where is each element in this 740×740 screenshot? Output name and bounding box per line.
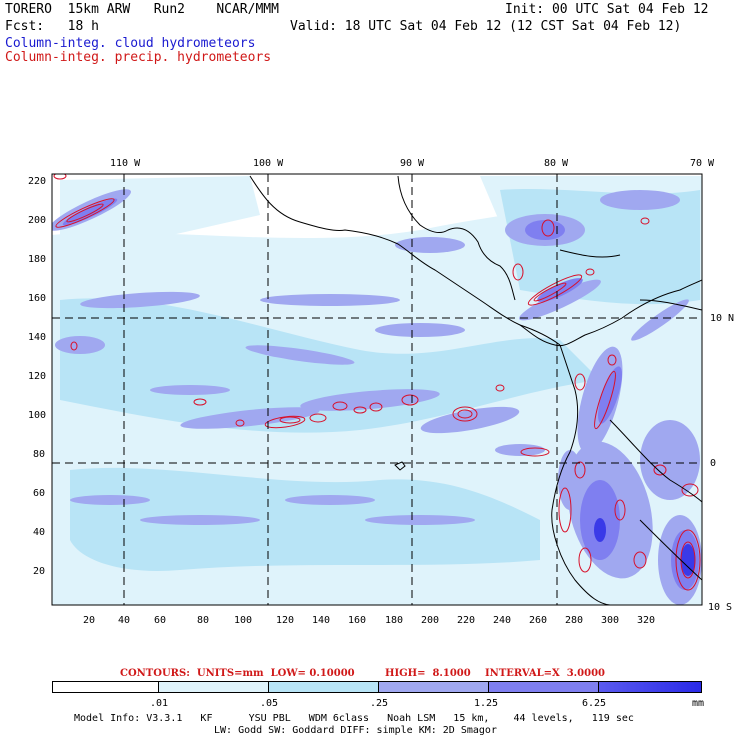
- lat-label-10s: 10 S: [708, 602, 733, 613]
- y-tick: 40: [33, 527, 46, 538]
- x-tick: 220: [457, 615, 476, 626]
- colorbar-swatch: [379, 682, 489, 692]
- lat-label-10n: 10 N: [710, 313, 735, 324]
- lon-label-80w: 80 W: [544, 158, 569, 169]
- shade-medium-band: [60, 298, 600, 433]
- y-tick: 20: [33, 566, 46, 577]
- model-title: TORERO 15km ARW Run2 NCAR/MMM: [5, 2, 279, 17]
- x-tick: 240: [493, 615, 512, 626]
- shade-deep-spots: [594, 518, 695, 576]
- hydrometeor-field: [52, 174, 702, 605]
- colorbar-swatch: [599, 682, 701, 692]
- x-tick: 320: [637, 615, 656, 626]
- lon-label-100w: 100 W: [253, 158, 284, 169]
- init-time: Init: 00 UTC Sat 04 Feb 12: [505, 2, 709, 17]
- colorbar: [52, 681, 702, 693]
- colorbar-unit: mm: [692, 698, 705, 709]
- colorbar-tick: 1.25: [474, 698, 499, 709]
- map-frame: [51, 173, 703, 606]
- coastlines: [249, 175, 702, 605]
- model-info-line2: LW: Godd SW: Goddard DIFF: simple KM: 2D…: [214, 725, 497, 736]
- colorbar-swatch: [489, 682, 599, 692]
- colorbar-swatch: [159, 682, 269, 692]
- y-tick: 200: [28, 215, 47, 226]
- contour-interval-label: INTERVAL=X 3.0000: [485, 668, 605, 679]
- y-tick: 220: [28, 176, 47, 187]
- contour-units-label: CONTOURS: UNITS=mm LOW= 0.10000: [120, 668, 355, 679]
- x-tick: 180: [385, 615, 404, 626]
- y-tick: 180: [28, 254, 47, 265]
- lon-label-110w: 110 W: [110, 158, 141, 169]
- valid-time: Valid: 18 UTC Sat 04 Feb 12 (12 CST Sat …: [290, 19, 682, 34]
- model-info-line1: Model Info: V3.3.1 KF YSU PBL WDM 6class…: [74, 713, 634, 724]
- precip-contours: [53, 174, 701, 591]
- y-tick: 120: [28, 371, 47, 382]
- x-tick: 60: [154, 615, 167, 626]
- x-tick: 160: [348, 615, 367, 626]
- forecast-hour: Fcst: 18 h: [5, 19, 99, 34]
- x-tick: 120: [276, 615, 295, 626]
- x-tick: 100: [234, 615, 253, 626]
- x-tick: 260: [529, 615, 548, 626]
- field-cloud-label: Column-integ. cloud hydrometeors: [5, 36, 256, 51]
- colorbar-tick: .05: [260, 698, 279, 709]
- x-tick: 20: [83, 615, 96, 626]
- lat-lon-grid: [52, 174, 702, 605]
- y-tick: 80: [33, 449, 46, 460]
- x-tick: 140: [312, 615, 331, 626]
- colorbar-swatch: [269, 682, 379, 692]
- field-precip-label: Column-integ. precip. hydrometeors: [5, 50, 272, 65]
- x-tick: 80: [197, 615, 210, 626]
- colorbar-tick: .25: [370, 698, 389, 709]
- lon-label-70w: 70 W: [690, 158, 715, 169]
- shade-medium-south: [70, 467, 540, 571]
- x-tick: 200: [421, 615, 440, 626]
- x-tick: 280: [565, 615, 584, 626]
- colorbar-swatch: [53, 682, 159, 692]
- y-tick: 140: [28, 332, 47, 343]
- colorbar-tick: 6.25: [582, 698, 607, 709]
- x-tick: 40: [118, 615, 131, 626]
- y-tick: 100: [28, 410, 47, 421]
- lat-label-0: 0: [710, 458, 717, 469]
- x-tick: 300: [601, 615, 620, 626]
- y-tick: 60: [33, 488, 46, 499]
- colorbar-tick: .01: [150, 698, 169, 709]
- contour-high-label: HIGH= 8.1000: [385, 668, 471, 679]
- lon-label-90w: 90 W: [400, 158, 425, 169]
- y-tick: 160: [28, 293, 47, 304]
